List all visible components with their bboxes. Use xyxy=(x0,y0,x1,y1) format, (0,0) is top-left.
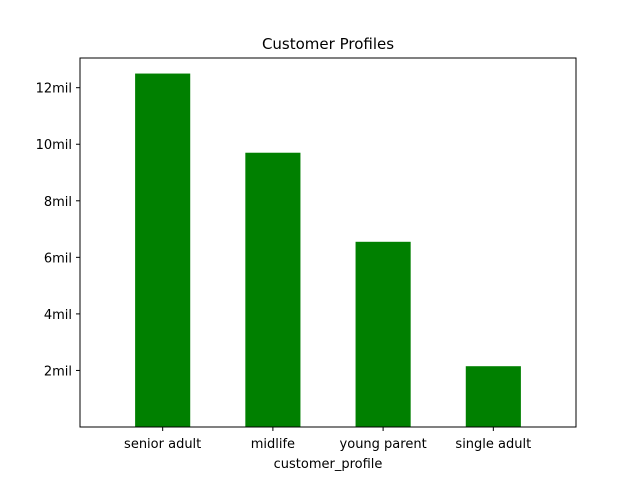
y-tick-label: 4mil xyxy=(44,308,72,323)
x-tick-label: single adult xyxy=(455,437,531,452)
bar-senior-adult xyxy=(135,73,191,427)
bar-single-adult xyxy=(465,366,521,427)
y-tick-label: 12mil xyxy=(36,82,72,97)
bars-group xyxy=(135,73,521,428)
bar-midlife xyxy=(245,152,301,428)
x-tick-label: senior adult xyxy=(124,437,201,452)
y-tick-label: 8mil xyxy=(44,195,72,210)
x-tick-label: midlife xyxy=(251,437,295,452)
y-tick-label: 6mil xyxy=(44,251,72,266)
bar-young-parent xyxy=(355,241,411,427)
x-axis: senior adult midlife young parent single ad… xyxy=(124,427,531,452)
plot-frame xyxy=(79,57,577,428)
y-tick-label: 10mil xyxy=(36,138,72,153)
chart-title: Customer Profiles xyxy=(262,35,394,53)
x-axis-label: customer_profile xyxy=(274,457,383,472)
y-tick-label: 2mil xyxy=(44,364,72,379)
x-tick-label: young parent xyxy=(340,437,427,452)
y-axis: 2mil 4mil 6mil 8mil 10mil 12mil xyxy=(36,82,80,379)
